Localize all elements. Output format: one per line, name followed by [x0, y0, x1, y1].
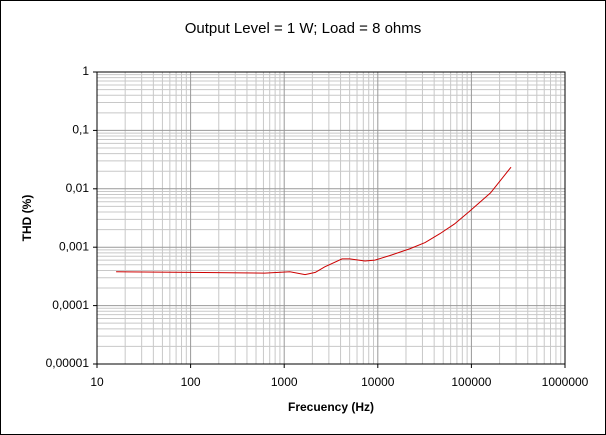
x-tick-label: 1000000	[542, 375, 589, 389]
y-tick-label: 0,00001	[46, 356, 90, 370]
y-tick-label: 0,01	[66, 181, 90, 195]
y-axis-label: THD (%)	[20, 195, 34, 242]
plot-background	[97, 72, 565, 364]
x-tick-label: 10000	[361, 375, 395, 389]
chart-title: Output Level = 1 W; Load = 8 ohms	[185, 20, 422, 37]
plot-border	[96, 71, 566, 365]
y-tick-label: 0,1	[72, 123, 89, 137]
y-tick-label: 0,0001	[52, 298, 89, 312]
x-tick-label: 10	[90, 375, 104, 389]
x-tick-label: 100	[181, 375, 201, 389]
y-tick-label: 0,001	[59, 239, 89, 253]
data-line	[116, 166, 512, 276]
y-tick-label: 1	[82, 64, 89, 78]
plot-area: 10 100 1000 10000 100000 1000000 0,00001 0,0001…	[46, 64, 589, 389]
x-tick-label: 1000	[271, 375, 298, 389]
x-axis-label: Frecuency (Hz)	[288, 400, 374, 414]
x-tick-label: 100000	[451, 375, 491, 389]
